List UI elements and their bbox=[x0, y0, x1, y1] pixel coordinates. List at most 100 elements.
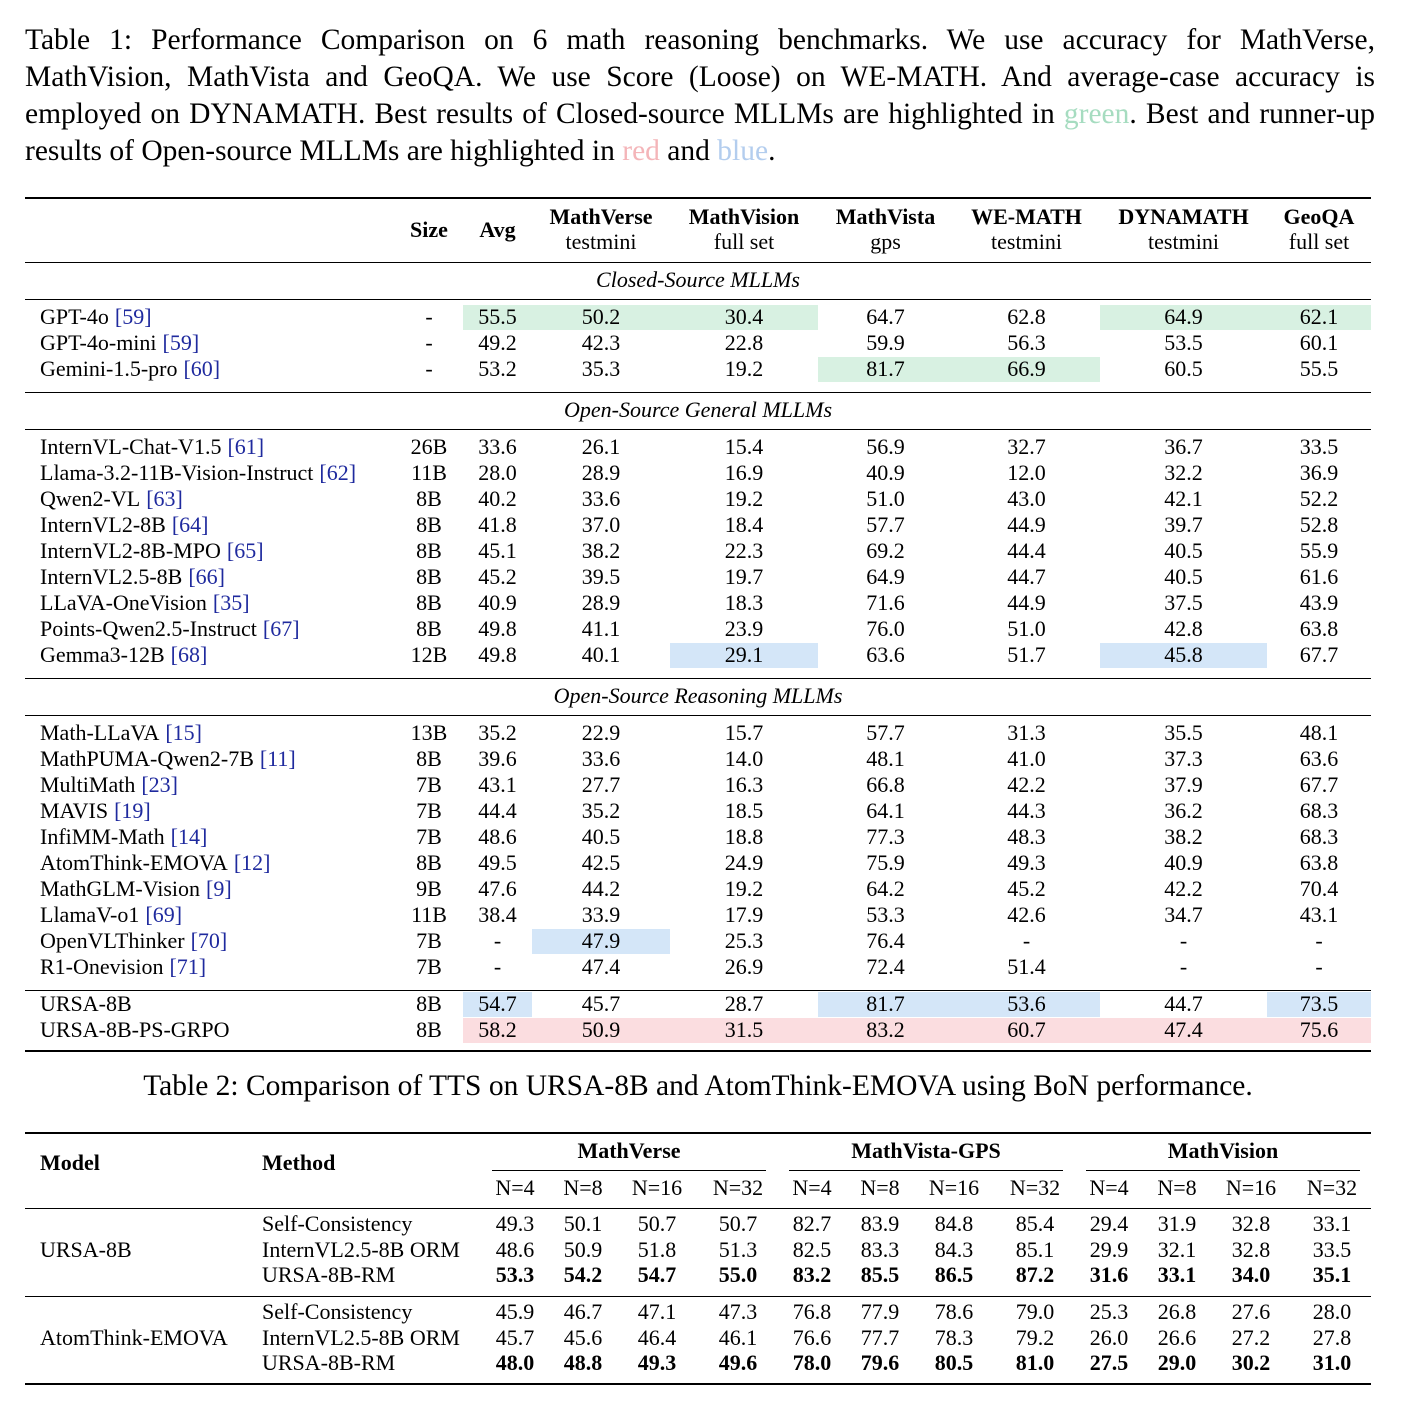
value-cell: 86.5 bbox=[934, 1262, 974, 1287]
value-cell: 79.0 bbox=[1015, 1299, 1055, 1324]
value-cell: 33.6 bbox=[581, 746, 621, 771]
value-cell: 45.2 bbox=[1007, 876, 1046, 901]
value-cell: 85.1 bbox=[1015, 1236, 1055, 1262]
value-cell: 32.8 bbox=[1231, 1211, 1271, 1236]
value-cell: 33.1 bbox=[1157, 1262, 1197, 1287]
value-cell: 76.0 bbox=[866, 616, 905, 641]
rule bbox=[25, 1295, 1371, 1297]
value-cell: 47.4 bbox=[581, 954, 621, 979]
cell-highlight bbox=[463, 1017, 532, 1043]
value-cell: 79.2 bbox=[1015, 1324, 1055, 1350]
value-cell: 47.3 bbox=[718, 1299, 758, 1324]
value-cell: 81.7 bbox=[866, 991, 905, 1016]
size-cell: - bbox=[425, 304, 433, 329]
cell-highlight bbox=[670, 642, 818, 668]
value-cell: 45.1 bbox=[478, 538, 517, 563]
size-cell: 8B bbox=[416, 486, 442, 511]
size-cell: 8B bbox=[416, 850, 442, 875]
size-cell: 12B bbox=[410, 642, 448, 667]
column-header: N=4 bbox=[1089, 1175, 1129, 1200]
value-cell: 55.9 bbox=[1299, 538, 1339, 563]
value-cell: 18.4 bbox=[724, 512, 764, 537]
value-cell: 47.6 bbox=[478, 876, 517, 901]
value-cell: 40.1 bbox=[581, 642, 621, 667]
value-cell: 44.7 bbox=[1164, 991, 1203, 1016]
cell-highlight bbox=[953, 1017, 1100, 1043]
cell-highlight bbox=[953, 356, 1100, 382]
value-cell: 81.0 bbox=[1015, 1350, 1055, 1375]
model-cell: Math-LLaVA [15] bbox=[40, 722, 202, 744]
citation: [9] bbox=[206, 876, 232, 901]
value-cell: 50.1 bbox=[563, 1211, 603, 1236]
value-cell: 28.9 bbox=[581, 590, 621, 615]
value-cell: 50.7 bbox=[718, 1211, 758, 1236]
value-cell: 53.5 bbox=[1164, 330, 1203, 355]
value-cell: 54.2 bbox=[563, 1262, 603, 1287]
value-cell: 49.8 bbox=[478, 616, 517, 641]
value-cell: 51.8 bbox=[637, 1236, 677, 1262]
column-header: MathVista bbox=[835, 204, 936, 229]
value-cell: 62.8 bbox=[1007, 304, 1046, 329]
value-cell: 47.4 bbox=[1164, 1017, 1203, 1042]
value-cell: 61.6 bbox=[1299, 564, 1339, 589]
value-cell: 18.8 bbox=[724, 824, 764, 849]
value-cell: 76.6 bbox=[792, 1324, 832, 1350]
column-subheader: gps bbox=[870, 229, 901, 254]
column-subheader: full set bbox=[713, 229, 775, 254]
method-name: URSA-8B-RM bbox=[262, 1350, 396, 1375]
model-cell: Llama-3.2-11B-Vision-Instruct [62] bbox=[40, 462, 356, 484]
value-cell: 33.9 bbox=[581, 902, 621, 927]
model-cell: URSA-8B bbox=[40, 993, 132, 1015]
model-cell: Points-Qwen2.5-Instruct [67] bbox=[40, 618, 300, 640]
model-name: GPT-4o-mini bbox=[40, 330, 157, 355]
model-name: Qwen2-VL bbox=[40, 486, 141, 511]
cell-highlight bbox=[1100, 642, 1267, 668]
model-name: InternVL2.5-8B bbox=[40, 564, 183, 589]
value-cell: 63.8 bbox=[1299, 616, 1339, 641]
size-cell: 8B bbox=[416, 746, 442, 771]
value-cell: 54.7 bbox=[478, 991, 517, 1016]
value-cell: 51.0 bbox=[866, 486, 905, 511]
value-cell: 35.2 bbox=[478, 720, 517, 745]
citation: [59] bbox=[162, 330, 200, 355]
column-header: N=16 bbox=[928, 1175, 980, 1200]
value-cell: 26.9 bbox=[724, 954, 764, 979]
cell-highlight bbox=[670, 304, 818, 330]
column-subheader: testmini bbox=[565, 229, 637, 254]
value-cell: 31.3 bbox=[1007, 720, 1046, 745]
value-cell: 63.6 bbox=[1299, 746, 1339, 771]
column-header: Avg bbox=[479, 217, 516, 242]
citation: [12] bbox=[233, 850, 271, 875]
value-cell: 49.6 bbox=[718, 1350, 758, 1375]
model-name: R1-Onevision bbox=[40, 954, 164, 979]
citation: [62] bbox=[319, 460, 357, 485]
value-cell: 37.5 bbox=[1164, 590, 1203, 615]
value-cell: 57.7 bbox=[866, 720, 905, 745]
value-cell: 27.8 bbox=[1312, 1324, 1352, 1350]
column-subheader: full set bbox=[1288, 229, 1350, 254]
value-cell: 56.9 bbox=[866, 434, 905, 459]
citation: [63] bbox=[146, 486, 183, 511]
value-cell: 60.7 bbox=[1007, 1017, 1046, 1042]
value-cell: 18.5 bbox=[724, 798, 764, 823]
value-cell: 40.9 bbox=[1164, 850, 1203, 875]
value-cell: 33.6 bbox=[581, 486, 621, 511]
value-cell: 15.7 bbox=[724, 720, 764, 745]
cell-highlight bbox=[463, 991, 532, 1017]
value-cell: 33.1 bbox=[1312, 1211, 1352, 1236]
model-cell: AtomThink-EMOVA [12] bbox=[40, 852, 270, 874]
value-cell: 48.3 bbox=[1007, 824, 1046, 849]
value-cell: - bbox=[1315, 928, 1323, 953]
model-cell: GPT-4o-mini [59] bbox=[40, 332, 199, 354]
model-name: Llama-3.2-11B-Vision-Instruct bbox=[40, 460, 314, 485]
value-cell: 18.3 bbox=[724, 590, 764, 615]
size-cell: 7B bbox=[416, 824, 442, 849]
rule bbox=[25, 677, 1371, 679]
rule bbox=[25, 391, 1371, 393]
model-name: AtomThink-EMOVA bbox=[40, 850, 228, 875]
value-cell: 85.5 bbox=[860, 1262, 900, 1287]
value-cell: 23.9 bbox=[724, 616, 764, 641]
column-header: N=16 bbox=[631, 1175, 683, 1200]
caption-text: red bbox=[622, 135, 660, 167]
column-header: MathVision bbox=[688, 204, 800, 229]
